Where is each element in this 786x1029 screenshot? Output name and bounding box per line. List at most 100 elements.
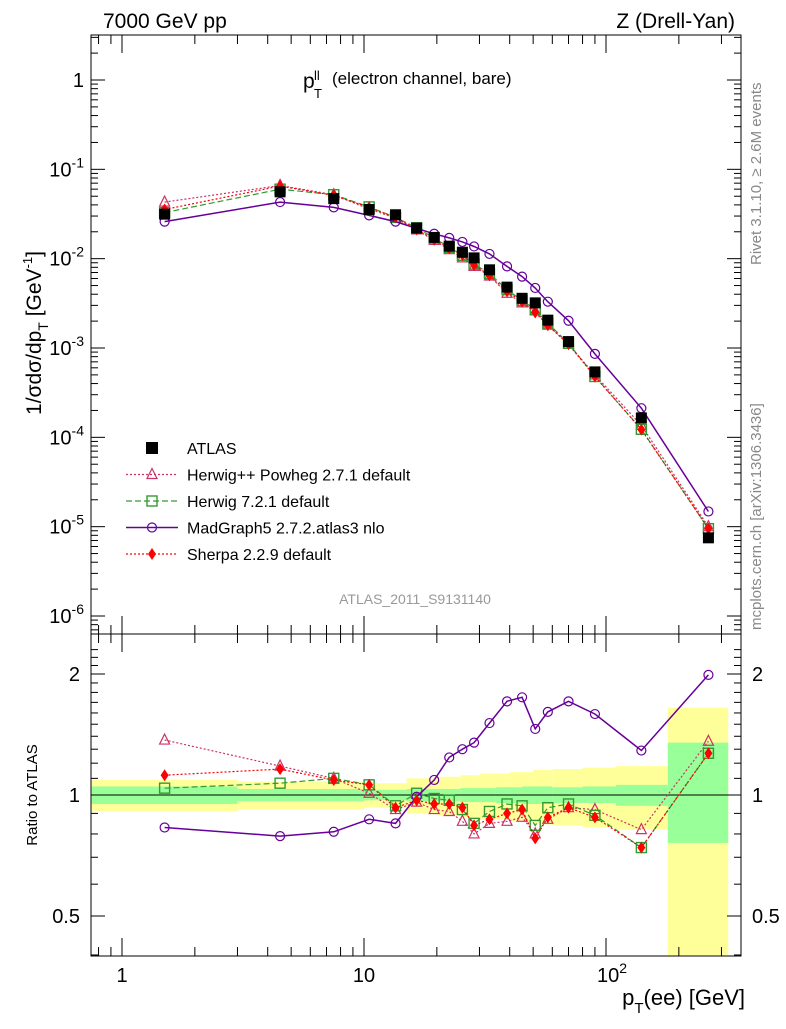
legend-marker-madgraph5-2-7-2-atlas3-nlo [146, 522, 158, 533]
title-superscript-ll: ll [314, 68, 320, 83]
ratio-point-herwig-powheg-2-7-1-default [702, 733, 715, 746]
ratio-point-herwig-powheg-2-7-1-default [501, 813, 514, 826]
main-point-atlas [702, 532, 714, 544]
ratio-point-herwig-7-2-1-default [529, 819, 541, 832]
ratio-uncertainty-bands [91, 707, 729, 955]
ratio-point-madgraph5-2-7-2-atlas3-nlo [501, 696, 513, 707]
main-y-tick-label: 10-2 [49, 244, 84, 271]
ratio-y-axis: 0.5 0.5 1 1 2 2 [52, 649, 780, 956]
legend-item-sherpa-2-2-9-default: Sherpa 2.2.9 default [126, 547, 332, 564]
ratio-y-axis-label: Ratio to ATLAS [24, 744, 41, 845]
legend-item-herwig-7-2-1-default: Herwig 7.2.1 default [126, 494, 330, 511]
legend-marker-atlas [146, 442, 158, 454]
ratio-point-madgraph5-2-7-2-atlas3-nlo [159, 822, 170, 833]
header-process-label: Z (Drell-Yan) [616, 10, 735, 33]
ratio-point-madgraph5-2-7-2-atlas3-nlo [390, 818, 401, 829]
ratio-point-herwig-7-2-1-default [158, 782, 171, 794]
main-point-atlas [456, 246, 468, 258]
ratio-y-tick-label-left: 2 [69, 664, 80, 686]
ratio-point-herwig-powheg-2-7-1-default [483, 816, 496, 828]
ratio-point-sherpa-2-2-9-default [590, 811, 599, 824]
ratio-point-madgraph5-2-7-2-atlas3-nlo [484, 717, 495, 729]
x-tick-label: 10 [353, 965, 375, 987]
main-point-atlas [542, 314, 554, 326]
legend-marker-sherpa-2-2-9-default [148, 548, 156, 560]
ratio-series-sherpa-2-2-9-default [160, 747, 713, 854]
ratio-point-madgraph5-2-7-2-atlas3-nlo [429, 774, 440, 786]
ratio-point-sherpa-2-2-9-default [458, 801, 467, 814]
ratio-point-madgraph5-2-7-2-atlas3-nlo [468, 737, 480, 748]
main-point-madgraph5-2-7-2-atlas3-nlo [530, 282, 541, 294]
main-point-madgraph5-2-7-2-atlas3-nlo [457, 236, 468, 248]
ratio-point-madgraph5-2-7-2-atlas3-nlo [563, 696, 574, 707]
main-point-atlas [363, 204, 375, 216]
main-point-atlas [635, 412, 647, 424]
ratio-y-tick-label-right: 0.5 [752, 906, 780, 928]
main-point-atlas [390, 209, 402, 221]
ratio-series-madgraph5-2-7-2-atlas3-nlo [159, 669, 714, 842]
main-y-tick-label: 10-4 [49, 422, 84, 449]
main-point-sherpa-2-2-9-default [531, 306, 540, 319]
ratio-y-tick-label-right: 1 [752, 785, 763, 807]
main-point-sherpa-2-2-9-default [637, 423, 646, 436]
ratio-point-herwig-powheg-2-7-1-default [456, 813, 469, 826]
ratio-point-herwig-powheg-2-7-1-default [635, 822, 648, 835]
ratio-point-sherpa-2-2-9-default [637, 841, 646, 854]
ratio-point-sherpa-2-2-9-default [531, 832, 540, 845]
main-point-madgraph5-2-7-2-atlas3-nlo [589, 348, 601, 359]
ratio-point-sherpa-2-2-9-default [503, 807, 512, 820]
ratio-point-madgraph5-2-7-2-atlas3-nlo [703, 669, 714, 680]
main-line-madgraph5-2-7-2-atlas3-nlo [164, 201, 710, 512]
legend-item-herwig-powheg-2-7-1-default: Herwig++ Powheg 2.7.1 default [126, 467, 411, 485]
ratio-point-sherpa-2-2-9-default [391, 801, 400, 814]
ratio-point-sherpa-2-2-9-default [485, 813, 494, 826]
ratio-point-sherpa-2-2-9-default [445, 797, 454, 810]
x-tick-label: 102 [597, 960, 627, 987]
ratio-point-sherpa-2-2-9-default [564, 801, 573, 814]
ratio-plot-marks [158, 669, 715, 854]
main-point-madgraph5-2-7-2-atlas3-nlo [542, 296, 553, 307]
legend-label-madgraph5-2-7-2-atlas3-nlo: MadGraph5 2.7.2.atlas3 nlo [187, 521, 385, 538]
title-channel-text: (electron channel, bare) [332, 69, 512, 88]
ratio-line-madgraph5-2-7-2-atlas3-nlo [164, 674, 709, 837]
ratio-point-sherpa-2-2-9-default [518, 803, 527, 816]
main-point-atlas [411, 222, 423, 234]
ratio-point-herwig-7-2-1-default [274, 777, 286, 789]
main-y-axis: 10-6 10-5 10-4 10-3 10-2 10-1 1 [49, 36, 741, 631]
ratio-point-madgraph5-2-7-2-atlas3-nlo [530, 723, 541, 735]
ratio-x-axis: 1 10 102 [98, 634, 722, 987]
ratio-point-madgraph5-2-7-2-atlas3-nlo [636, 745, 647, 756]
main-point-madgraph5-2-7-2-atlas3-nlo [484, 248, 495, 260]
ratio-point-madgraph5-2-7-2-atlas3-nlo [457, 744, 468, 755]
main-point-atlas [328, 193, 340, 205]
legend-label-herwig-7-2-1-default: Herwig 7.2.1 default [187, 494, 330, 511]
main-plot-title: p ll T (electron channel, bare) [303, 68, 512, 101]
main-series-madgraph5-2-7-2-atlas3-nlo [159, 196, 714, 517]
main-point-atlas [529, 297, 541, 309]
main-x-ticks [98, 35, 722, 634]
ratio-point-herwig-powheg-2-7-1-default [468, 826, 481, 839]
main-point-madgraph5-2-7-2-atlas3-nlo [274, 196, 286, 208]
main-plot-panel: 10-6 10-5 10-4 10-3 10-2 10-1 1 [49, 34, 742, 635]
main-point-atlas [501, 281, 513, 293]
ratio-point-sherpa-2-2-9-default [430, 797, 439, 810]
x-axis-label: pT(ee) [GeV] [622, 985, 745, 1017]
ratio-point-madgraph5-2-7-2-atlas3-nlo [274, 831, 286, 842]
ratio-point-madgraph5-2-7-2-atlas3-nlo [444, 752, 455, 763]
ratio-y-tick-label-left: 1 [69, 785, 80, 807]
main-point-atlas [468, 252, 480, 264]
ratio-point-sherpa-2-2-9-default [276, 763, 285, 776]
title-subscript-t: T [314, 86, 322, 101]
main-point-atlas [516, 292, 528, 304]
ratio-plot-panel: 0.5 0.5 1 1 2 2 1 10 102 [52, 633, 780, 987]
main-y-tick-label: 10-6 [49, 601, 84, 628]
main-point-atlas [274, 186, 286, 198]
side-label-mcplots: mcplots.cern.ch [arXiv:1306.3436] [748, 403, 765, 630]
main-point-atlas [159, 208, 171, 220]
ratio-point-sherpa-2-2-9-default [365, 778, 374, 791]
legend-item-atlas: ATLAS [146, 441, 237, 458]
main-point-atlas [428, 231, 440, 243]
ratio-y-tick-label-left: 0.5 [52, 906, 80, 928]
ratio-point-madgraph5-2-7-2-atlas3-nlo [516, 692, 528, 703]
side-label-rivet: Rivet 3.1.10, ≥ 2.6M events [748, 83, 765, 266]
